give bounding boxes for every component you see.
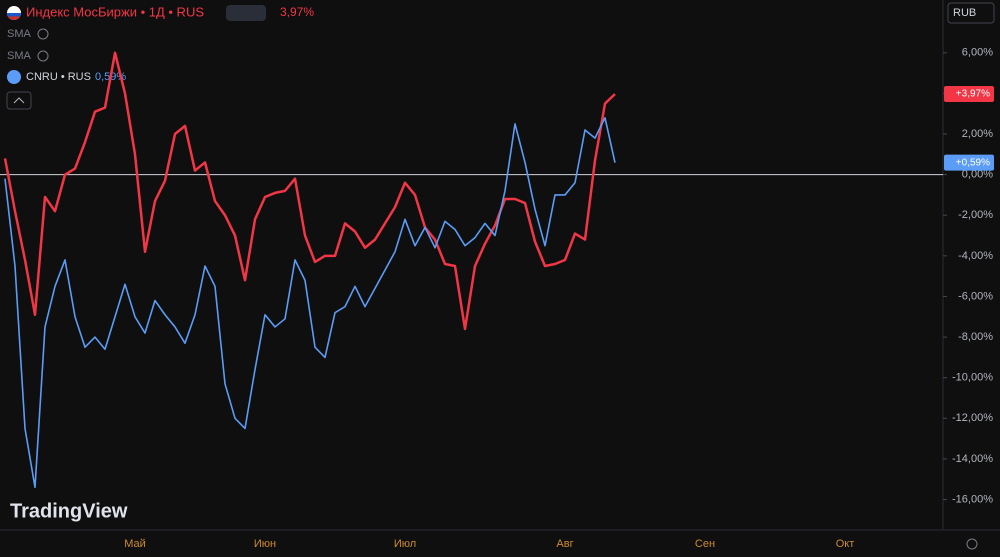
- y-tick-label: -14,00%: [952, 453, 993, 465]
- symbol-icon: [7, 70, 21, 84]
- y-tick-label: -6,00%: [958, 290, 993, 302]
- y-tick-label: 6,00%: [962, 47, 993, 59]
- legend-symbol: CNRU • RUS: [26, 71, 91, 83]
- legend-title: Индекс МосБиржи • 1Д • RUS: [26, 4, 204, 19]
- price-label-bg: [944, 86, 994, 103]
- x-tick-label: Май: [124, 538, 146, 550]
- series-line: [4, 116, 616, 489]
- y-tick-label: -2,00%: [958, 209, 993, 221]
- y-tick-label: 2,00%: [962, 128, 993, 140]
- legend-value: 3,97%: [280, 5, 314, 19]
- x-tick-label: Июл: [394, 538, 416, 550]
- x-tick-label: Авг: [556, 538, 573, 550]
- indicator-label: SMA: [7, 50, 32, 62]
- y-tick-label: -10,00%: [952, 372, 993, 384]
- collapse-button[interactable]: [6, 91, 32, 110]
- y-tick-label: -4,00%: [958, 250, 993, 262]
- currency-label[interactable]: RUB: [953, 7, 976, 19]
- y-tick-label: 0,00%: [962, 169, 993, 181]
- toggle[interactable]: [226, 5, 266, 21]
- eye-icon[interactable]: [37, 28, 49, 40]
- watermark: TradingView: [10, 500, 128, 522]
- currency-button[interactable]: [947, 2, 995, 24]
- price-label-bg: [944, 154, 994, 171]
- eye-icon[interactable]: [37, 50, 49, 62]
- y-tick-label: -8,00%: [958, 331, 993, 343]
- indicator-label: SMA: [7, 28, 32, 40]
- y-tick-label: -12,00%: [952, 412, 993, 424]
- x-tick-label: Июн: [254, 538, 276, 550]
- collapse-button[interactable]: [13, 97, 25, 104]
- price-label: +3,97%: [956, 89, 990, 100]
- price-label: +0,59%: [956, 157, 990, 168]
- x-tick-label: Окт: [836, 538, 855, 550]
- flag-icon: [8, 16, 20, 20]
- settings-icon[interactable]: [966, 538, 978, 550]
- x-tick-label: Сен: [695, 538, 715, 550]
- series-line: [3, 51, 616, 331]
- y-tick-label: -16,00%: [952, 493, 993, 505]
